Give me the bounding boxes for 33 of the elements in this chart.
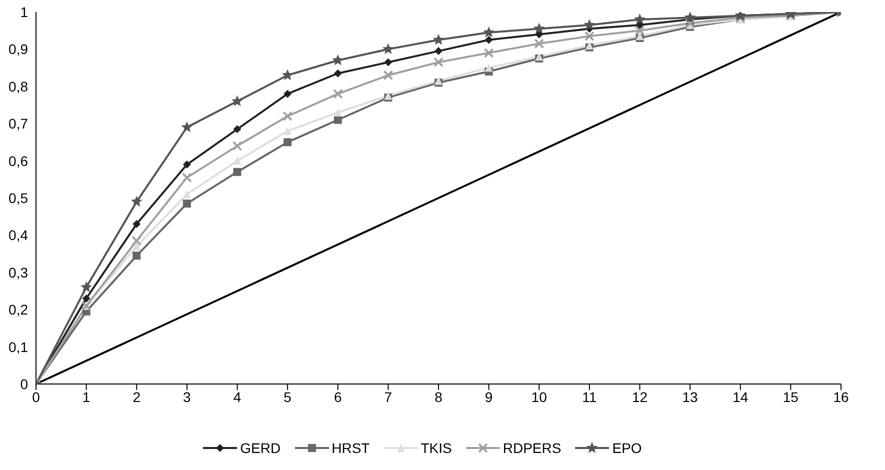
x-tick-label: 4 bbox=[233, 388, 242, 405]
y-tick-label: 0,3 bbox=[8, 264, 28, 280]
legend-label: GERD bbox=[240, 440, 281, 456]
y-tick-label: 0,7 bbox=[8, 116, 28, 132]
y-tick-label: 0,8 bbox=[8, 78, 28, 94]
x-tick-label: 15 bbox=[782, 388, 799, 405]
y-tick-label: 0,5 bbox=[8, 190, 28, 206]
legend-label: HRST bbox=[332, 440, 370, 456]
y-tick-label: 0,2 bbox=[8, 302, 28, 318]
x-tick-label: 8 bbox=[434, 388, 443, 405]
y-tick-label: 0,4 bbox=[8, 227, 28, 244]
legend-label: EPO bbox=[612, 440, 642, 456]
x-tick-label: 2 bbox=[132, 388, 141, 405]
y-tick-label: 0,9 bbox=[8, 41, 28, 58]
x-tick-label: 6 bbox=[334, 388, 342, 405]
x-tick-label: 9 bbox=[484, 388, 493, 405]
y-tick-label: 0 bbox=[20, 376, 28, 392]
x-tick-label: 13 bbox=[682, 388, 698, 405]
y-tick-label: 0,6 bbox=[8, 152, 28, 169]
x-tick-label: 3 bbox=[183, 388, 192, 405]
x-tick-label: 10 bbox=[531, 388, 548, 405]
x-tick-label: 11 bbox=[582, 388, 597, 405]
x-tick-label: 0 bbox=[32, 388, 40, 405]
x-tick-label: 1 bbox=[82, 388, 90, 405]
legend-label: RDPERS bbox=[502, 440, 562, 456]
y-tick-label: 1 bbox=[20, 4, 28, 20]
x-tick-label: 14 bbox=[732, 388, 748, 405]
legend-label: TKIS bbox=[420, 440, 452, 456]
x-tick-label: 5 bbox=[284, 388, 292, 405]
x-tick-label: 12 bbox=[632, 388, 648, 405]
x-tick-label: 7 bbox=[384, 388, 392, 405]
y-tick-label: 0,1 bbox=[8, 338, 28, 355]
x-tick-label: 16 bbox=[833, 388, 849, 405]
